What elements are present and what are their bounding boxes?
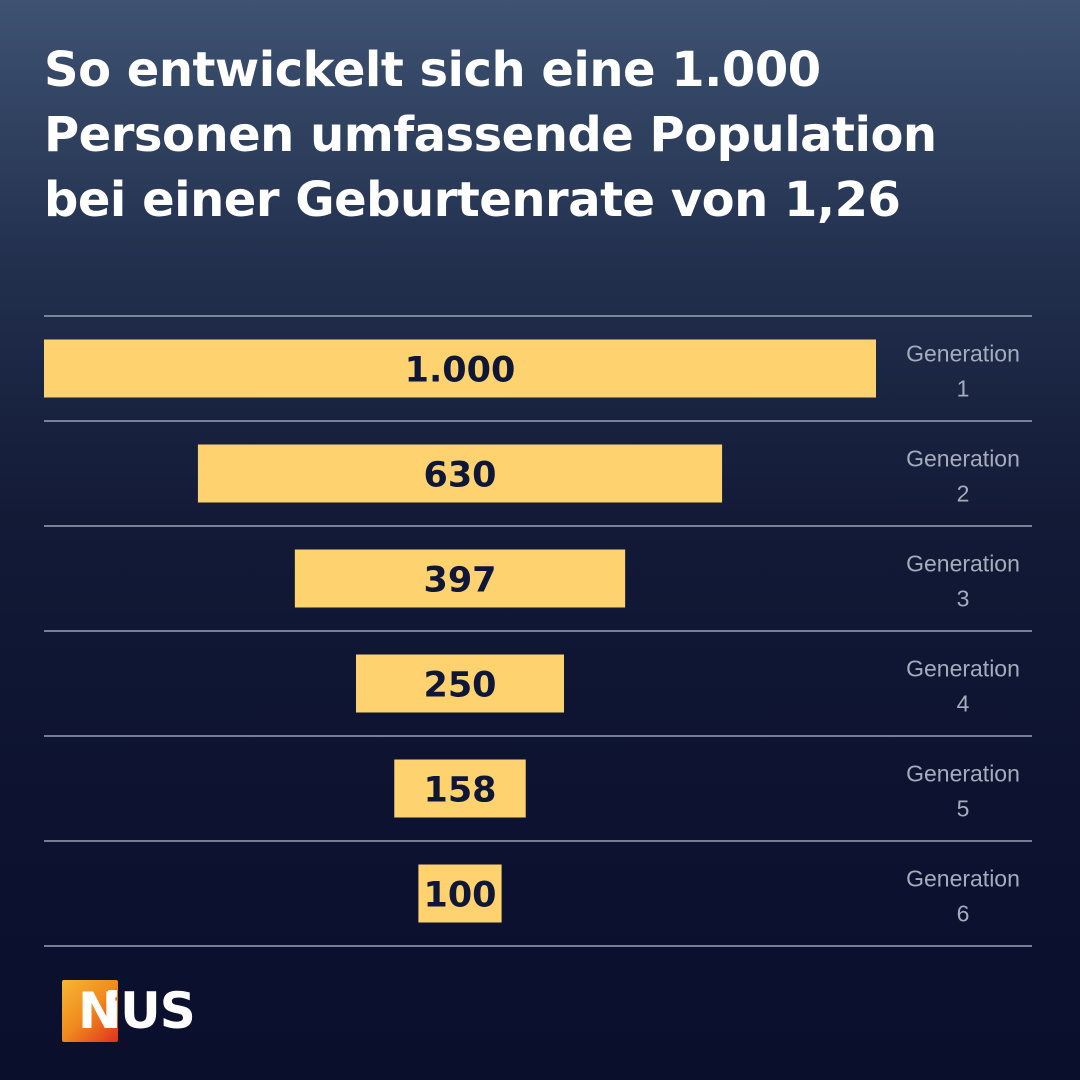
category-number: 1 [957, 376, 970, 402]
chart-title: So entwickelt sich eine 1.000 Personen u… [44, 38, 1054, 233]
nius-logo: N iUS [62, 980, 196, 1042]
category-label: Generation [906, 656, 1020, 682]
category-label: Generation [906, 761, 1020, 787]
bar-value-label: 100 [423, 876, 496, 916]
title-line-3: bei einer Geburtenrate von 1,26 [44, 172, 901, 228]
bar [294, 549, 626, 608]
bar [356, 654, 564, 713]
logo-n-mark: N [62, 980, 120, 1042]
category-number: 5 [957, 796, 970, 822]
bar-value-label: 1.000 [405, 351, 516, 391]
bar-value-label: 397 [423, 561, 496, 601]
bar-value-label: 158 [423, 771, 496, 811]
category-number: 2 [957, 481, 970, 507]
bar [418, 864, 502, 923]
category-label: Generation [906, 866, 1020, 892]
title-line-2: Personen umfassende Population [44, 107, 937, 163]
bar-value-label: 250 [423, 666, 496, 706]
bar [44, 339, 876, 398]
bar [394, 759, 526, 818]
bar-value-label: 630 [423, 456, 496, 496]
category-label: Generation [906, 446, 1020, 472]
category-label: Generation [906, 341, 1020, 367]
category-label: Generation [906, 551, 1020, 577]
title-line-1: So entwickelt sich eine 1.000 [44, 42, 821, 98]
bar [197, 444, 723, 503]
category-number: 6 [957, 901, 970, 927]
category-number: 4 [957, 691, 970, 717]
category-number: 3 [957, 586, 970, 612]
logo-text: iUS [104, 982, 196, 1040]
